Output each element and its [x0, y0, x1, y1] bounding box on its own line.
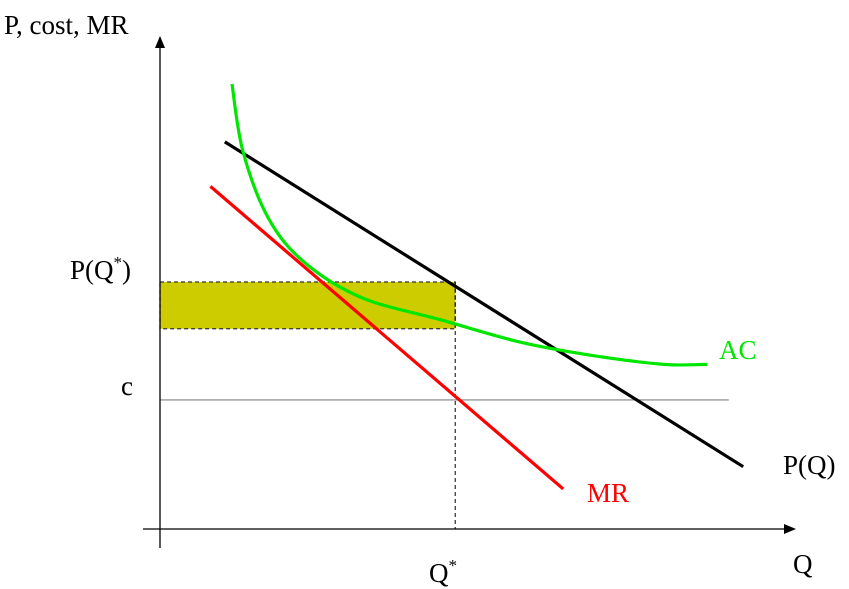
x-axis-arrow [784, 524, 796, 534]
y-axis-arrow [155, 36, 165, 48]
y-axis-title: P, cost, MR [4, 10, 129, 40]
tick-label-c: c [121, 371, 133, 401]
x-axis-title: Q [793, 549, 813, 579]
series-demand-line [223, 140, 745, 469]
series-label-demand: P(Q) [783, 450, 836, 480]
series-layer [209, 83, 745, 491]
series-label-mr: MR [587, 478, 629, 508]
series-mr-line [209, 185, 565, 491]
tick-label-p-q-star: P(Q*) [70, 253, 131, 285]
series-label-ac: AC [719, 335, 757, 365]
series-ac-line [230, 83, 708, 367]
tick-label-q-star: Q* [429, 556, 457, 588]
profit-area [159, 281, 456, 330]
